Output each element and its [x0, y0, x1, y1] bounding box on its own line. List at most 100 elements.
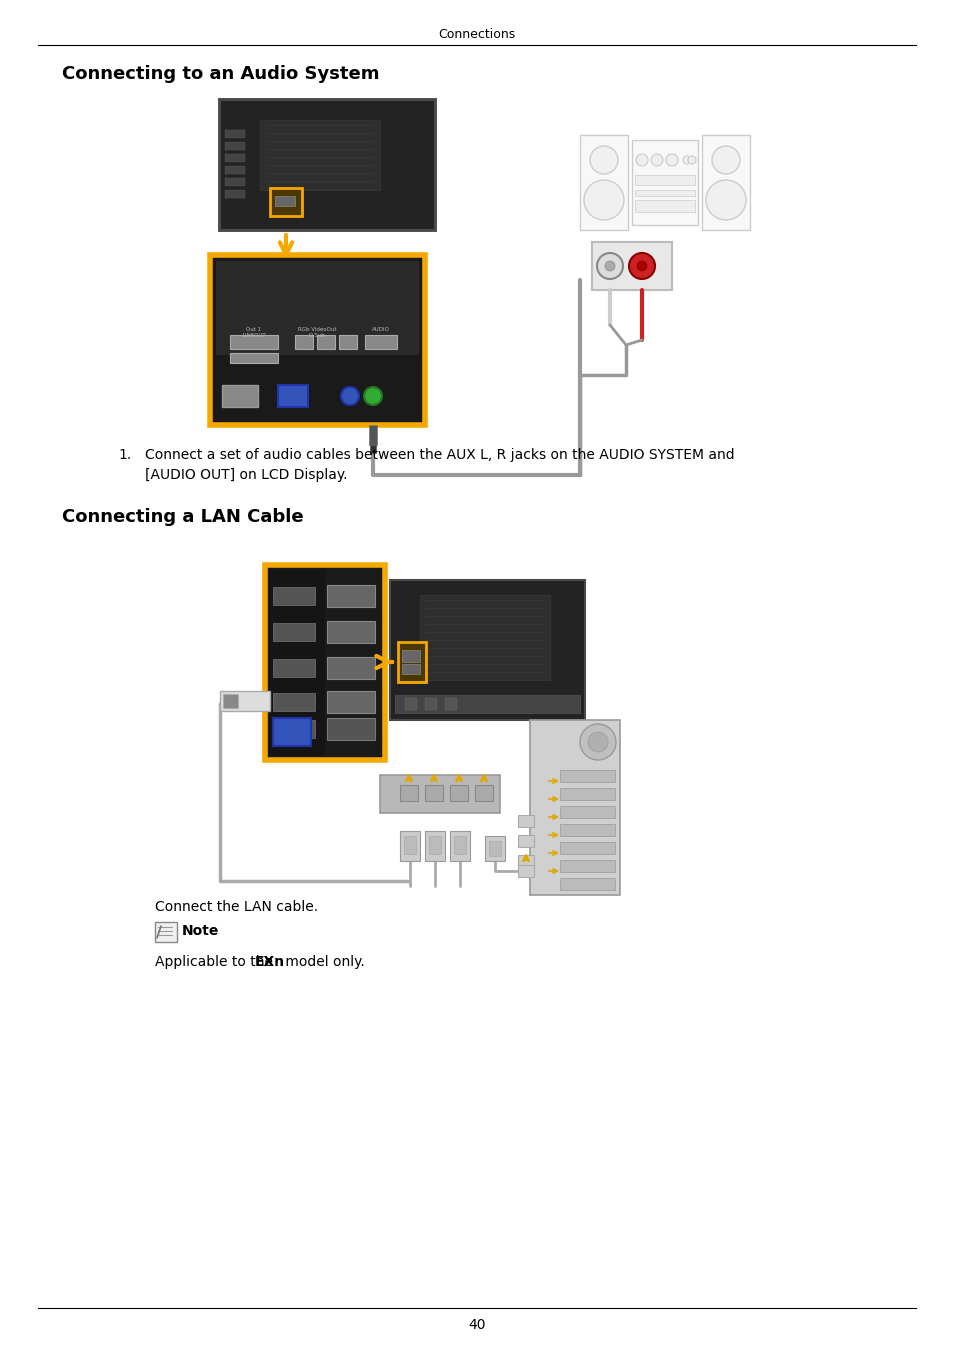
Text: Connecting a LAN Cable: Connecting a LAN Cable [62, 508, 303, 526]
Bar [559, 860, 615, 872]
Bar [277, 385, 308, 406]
Bar [530, 720, 619, 895]
Bar [222, 385, 257, 406]
Text: model only.: model only. [281, 954, 364, 969]
Bar [338, 335, 356, 350]
Circle shape [705, 180, 745, 220]
Bar [559, 788, 615, 801]
Bar [327, 718, 375, 740]
Bar [517, 865, 534, 878]
Bar [327, 657, 375, 679]
Bar [454, 836, 465, 855]
Bar [225, 154, 245, 162]
Bar [517, 815, 534, 828]
Bar [225, 178, 245, 186]
Bar [592, 242, 671, 290]
Text: Connect a set of audio cables between the AUX L, R jacks on the AUDIO SYSTEM and: Connect a set of audio cables between th… [145, 448, 734, 462]
Text: RGb VideoOut
D-Sub: RGb VideoOut D-Sub [297, 327, 335, 338]
Circle shape [589, 146, 618, 174]
Bar [635, 190, 695, 196]
Circle shape [650, 154, 662, 166]
Bar [399, 832, 419, 861]
Circle shape [597, 252, 622, 279]
Bar [631, 140, 698, 225]
Bar [230, 335, 277, 350]
Text: 40: 40 [468, 1318, 485, 1332]
Bar [395, 695, 579, 713]
Bar [444, 698, 456, 710]
Bar [489, 841, 500, 856]
Bar [403, 836, 416, 855]
Bar [273, 659, 314, 676]
Text: Note: Note [182, 923, 219, 938]
Bar [397, 643, 426, 682]
Bar [294, 335, 313, 350]
Bar [273, 718, 311, 747]
Circle shape [711, 146, 740, 174]
Text: Connect the LAN cable.: Connect the LAN cable. [154, 900, 317, 914]
Bar [379, 775, 499, 813]
Circle shape [604, 261, 615, 271]
Bar [635, 200, 695, 212]
Bar [401, 664, 419, 674]
Bar [327, 621, 375, 643]
Text: Out 1
LINEOUT: Out 1 LINEOUT [242, 327, 266, 338]
Text: AUDIO: AUDIO [372, 327, 390, 332]
Bar [517, 855, 534, 867]
Bar [365, 335, 396, 350]
Bar [225, 166, 245, 174]
Text: [AUDIO OUT] on LCD Display.: [AUDIO OUT] on LCD Display. [145, 468, 347, 482]
Bar [270, 188, 302, 216]
Bar [559, 842, 615, 855]
Bar [210, 255, 424, 425]
Bar [220, 691, 270, 711]
Circle shape [682, 157, 690, 163]
Circle shape [636, 154, 647, 166]
Bar [559, 878, 615, 890]
Bar [405, 698, 416, 710]
Bar [559, 824, 615, 836]
Bar [424, 698, 436, 710]
Bar [559, 806, 615, 818]
Bar [399, 784, 417, 801]
Bar [327, 585, 375, 608]
Bar [225, 142, 245, 150]
Circle shape [637, 261, 646, 271]
Bar [316, 335, 335, 350]
Bar [390, 580, 584, 720]
Text: Connections: Connections [438, 28, 515, 40]
Bar [517, 836, 534, 846]
Text: 1.: 1. [118, 448, 132, 462]
Bar [265, 566, 385, 760]
Bar [273, 587, 314, 605]
Bar [274, 196, 294, 207]
Bar [327, 691, 375, 713]
Bar [424, 784, 442, 801]
Bar [450, 784, 468, 801]
Bar [579, 135, 627, 230]
Bar [273, 622, 314, 641]
Bar [419, 595, 550, 680]
Circle shape [340, 387, 358, 405]
Bar [635, 176, 695, 185]
Bar [273, 720, 314, 738]
Text: EXn: EXn [254, 954, 285, 969]
Bar [484, 836, 504, 861]
Bar [370, 446, 375, 454]
Bar [369, 425, 376, 446]
Bar [225, 130, 245, 138]
Circle shape [628, 252, 655, 279]
Circle shape [579, 724, 616, 760]
Text: Connecting to an Audio System: Connecting to an Audio System [62, 65, 379, 82]
Text: Applicable to the: Applicable to the [154, 954, 277, 969]
Bar [701, 135, 749, 230]
Circle shape [687, 157, 696, 163]
Bar [559, 769, 615, 782]
Bar [223, 694, 237, 707]
Bar [269, 568, 325, 756]
Bar [273, 693, 314, 711]
Bar [401, 649, 419, 662]
Bar [215, 261, 418, 355]
Bar [218, 99, 436, 232]
Bar [475, 784, 493, 801]
